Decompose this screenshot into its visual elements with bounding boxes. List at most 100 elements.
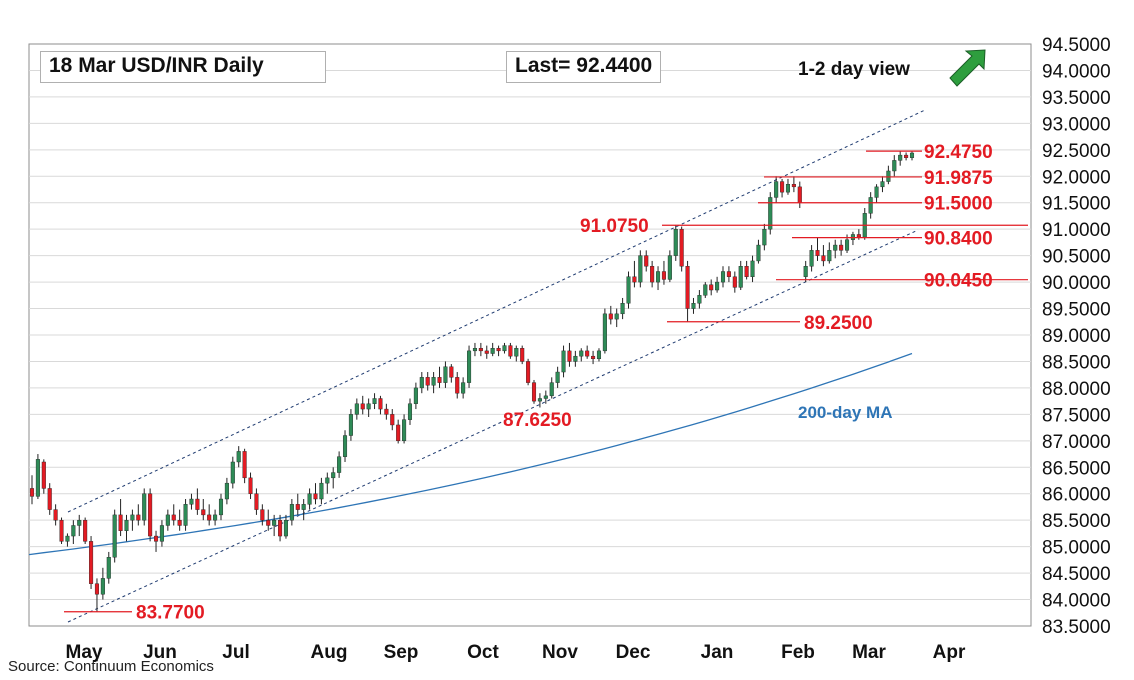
candle <box>880 176 885 193</box>
candle-body <box>815 250 820 256</box>
support-resistance-levels: 92.4750 91.9875 91.5000 91.0750 90.8400 90.04… <box>64 142 1028 624</box>
candle-body <box>768 197 773 230</box>
candle <box>301 499 306 521</box>
candle <box>715 276 720 293</box>
candle <box>289 499 294 526</box>
candle <box>35 454 40 500</box>
candle-body <box>29 488 35 497</box>
candle <box>821 245 826 267</box>
candle <box>531 379 537 404</box>
candle <box>313 483 318 505</box>
candle <box>425 372 430 391</box>
view-label: 1-2 day view <box>798 59 910 80</box>
candle-body <box>496 348 501 352</box>
candle <box>272 514 277 537</box>
candle-body <box>726 271 731 278</box>
candle-body <box>402 419 407 442</box>
candle-body <box>484 350 489 354</box>
candle <box>260 504 265 526</box>
candle <box>242 448 247 484</box>
candle <box>319 477 324 505</box>
candle <box>455 372 460 399</box>
candle <box>41 459 46 494</box>
candle-body <box>148 493 153 537</box>
candle-body <box>89 541 94 584</box>
candle <box>189 493 194 510</box>
candle-body <box>455 377 460 394</box>
candle-body <box>230 461 235 484</box>
candle-body <box>720 271 726 283</box>
x-month-label: Feb <box>781 642 815 663</box>
candle <box>585 345 590 359</box>
candle <box>656 266 661 291</box>
candle <box>833 239 838 259</box>
candle-body <box>821 255 826 262</box>
candle <box>254 488 259 515</box>
candle-body <box>715 281 720 291</box>
candle-body <box>791 184 796 188</box>
candle-body <box>124 519 129 531</box>
candle-body <box>856 234 861 238</box>
candle <box>478 342 483 357</box>
x-month-label: Sep <box>384 642 419 663</box>
candle <box>218 493 224 521</box>
level-label: 91.5000 <box>924 194 993 215</box>
candle-body <box>35 459 40 497</box>
candle-body <box>797 186 802 203</box>
candle <box>791 176 796 193</box>
candle-body <box>130 514 135 521</box>
y-tick-label: 85.0000 <box>1042 538 1111 559</box>
candle-body <box>602 313 607 352</box>
candle-body <box>342 435 348 457</box>
candle <box>118 499 123 537</box>
candle-body <box>845 239 850 251</box>
candle <box>768 192 773 235</box>
candle-body <box>348 414 353 436</box>
candle <box>130 509 135 531</box>
candle-body <box>65 535 70 542</box>
candle <box>201 499 206 521</box>
candle <box>112 509 117 563</box>
y-tick-label: 87.5000 <box>1042 405 1111 426</box>
up-arrow-icon <box>949 49 986 87</box>
candle-body <box>638 255 643 283</box>
candle-body <box>207 514 212 521</box>
candle <box>307 488 312 510</box>
candle-body <box>490 348 495 354</box>
candle-body <box>774 181 779 198</box>
moving-average-label: 200-day MA <box>798 403 892 422</box>
candle-body <box>732 276 737 288</box>
candle-body <box>608 313 613 320</box>
candle <box>868 192 873 219</box>
candle <box>661 260 666 285</box>
candle-body <box>331 472 336 479</box>
x-month-label: Jan <box>701 642 734 663</box>
candle <box>443 361 448 388</box>
candle <box>165 509 170 531</box>
candle-body <box>366 403 371 410</box>
candle-body <box>213 514 218 521</box>
candle <box>573 350 578 367</box>
y-tick-label: 88.0000 <box>1042 379 1111 400</box>
y-tick-label: 86.5000 <box>1042 458 1111 479</box>
candle <box>348 409 353 441</box>
candle <box>543 390 548 404</box>
candle <box>230 456 235 489</box>
y-tick-label: 92.0000 <box>1042 167 1111 188</box>
candle <box>815 237 820 261</box>
candle <box>720 266 726 288</box>
candle-body <box>307 493 312 505</box>
candle <box>703 282 708 298</box>
candle <box>390 409 395 431</box>
candle <box>83 517 88 544</box>
candle-body <box>626 276 631 304</box>
candle-body <box>892 160 897 172</box>
candle <box>726 266 731 283</box>
candle <box>159 520 164 547</box>
candle <box>874 184 879 203</box>
candle-body <box>112 514 117 558</box>
x-month-label: Apr <box>933 642 966 663</box>
candle <box>514 345 519 362</box>
candle-body <box>904 154 909 158</box>
candle-body <box>189 498 194 505</box>
